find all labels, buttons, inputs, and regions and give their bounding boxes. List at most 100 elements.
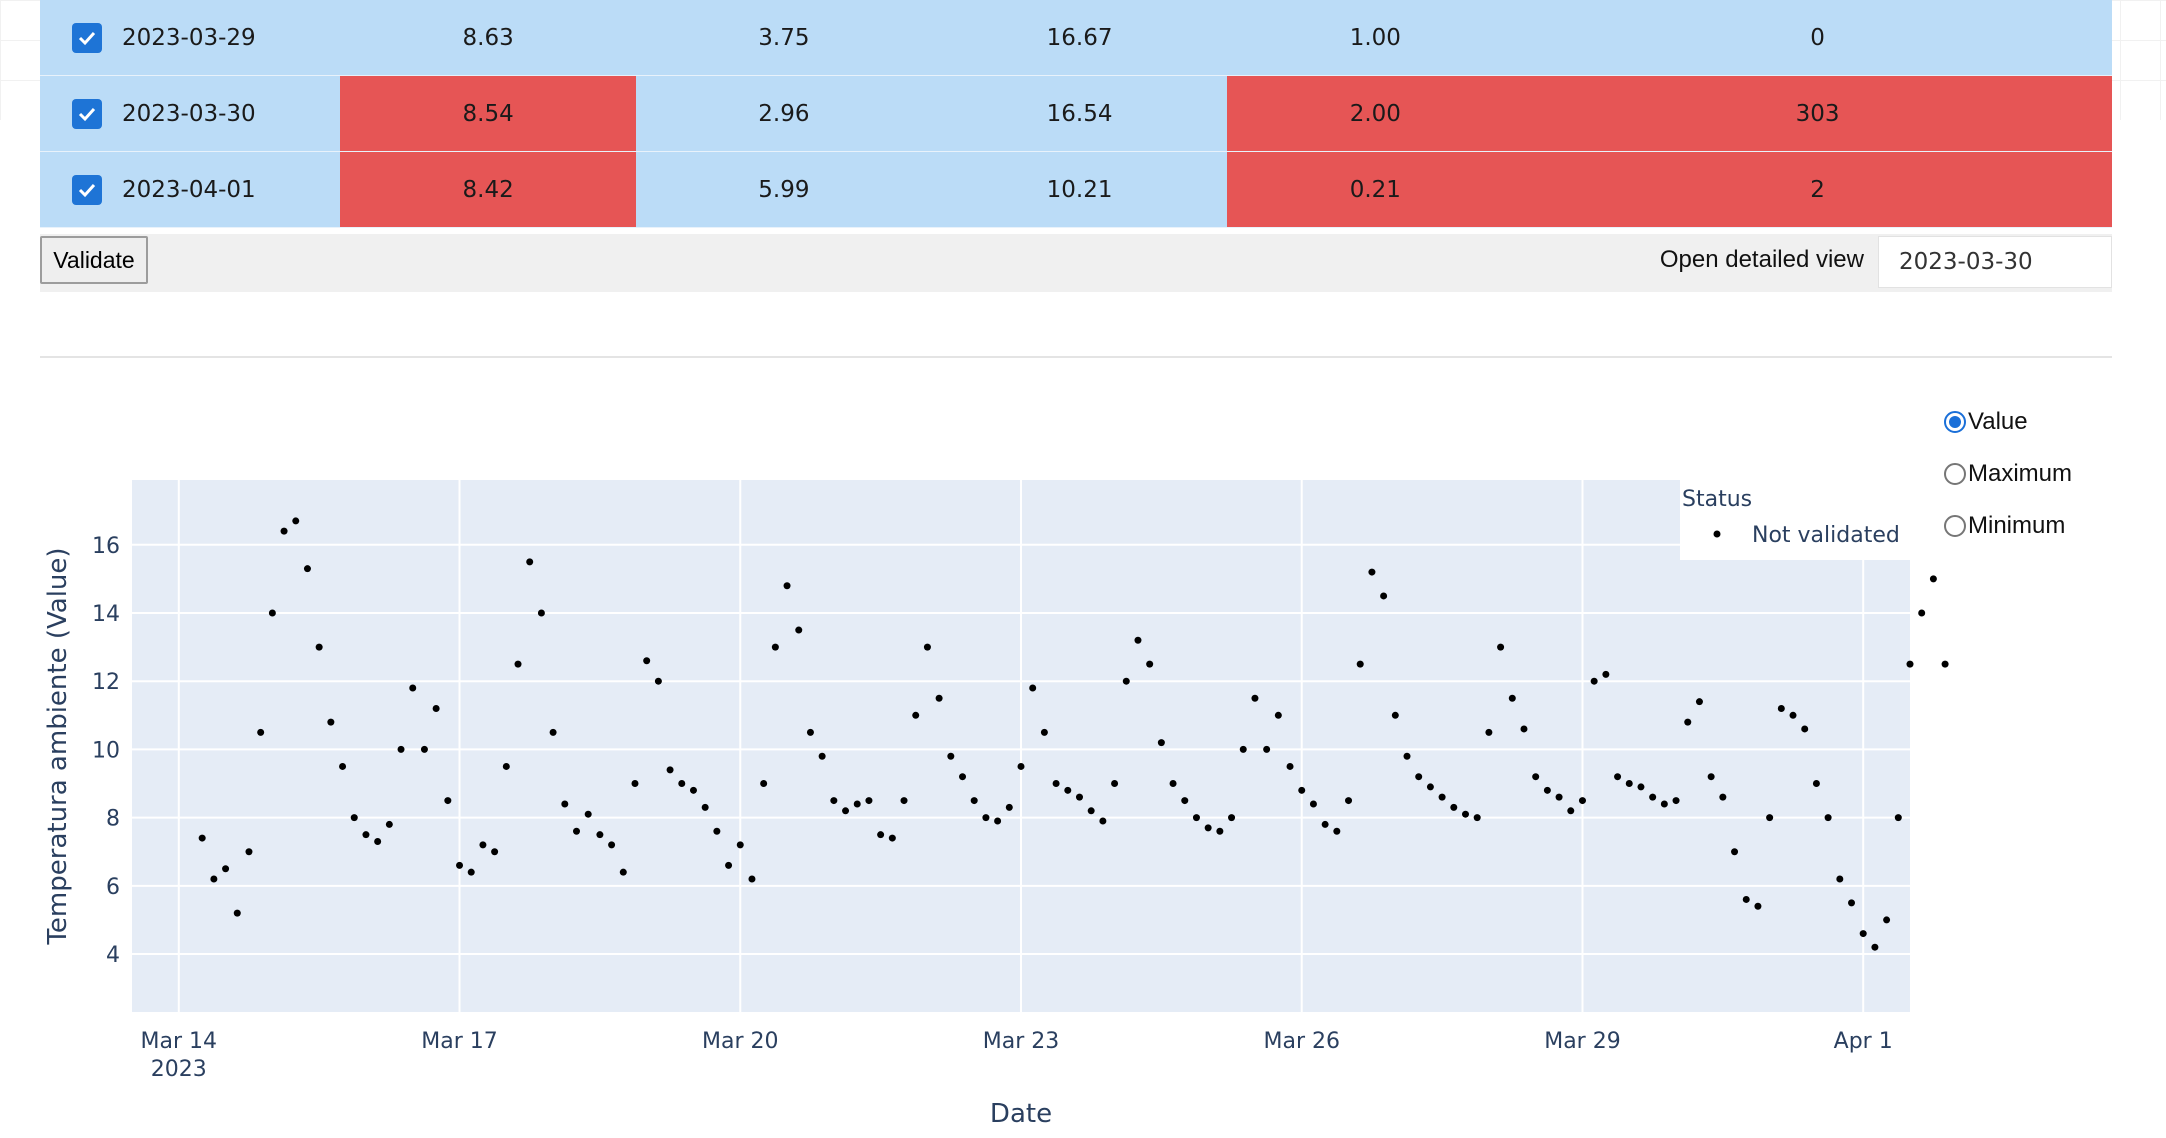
data-point <box>1356 660 1364 668</box>
data-point <box>1157 739 1165 747</box>
y-tick-label: 4 <box>106 943 120 968</box>
data-point <box>1204 824 1212 832</box>
data-point <box>1836 875 1844 883</box>
row-date: 2023-04-01 <box>122 176 256 203</box>
checkmark-icon <box>78 183 96 197</box>
data-point <box>222 865 230 873</box>
section-divider <box>40 356 2112 358</box>
data-point <box>409 684 417 692</box>
data-point <box>1111 780 1119 788</box>
table-row: 2023-03-30 8.54 2.96 16.54 2.00 303 <box>40 76 2113 152</box>
data-point <box>245 848 253 856</box>
radio-minimum[interactable]: Minimum <box>1944 500 2072 552</box>
data-point <box>1707 773 1715 781</box>
data-point <box>830 797 838 805</box>
data-point <box>900 797 908 805</box>
row-checkbox[interactable] <box>72 98 102 129</box>
data-point <box>654 677 662 685</box>
data-point <box>701 803 709 811</box>
row-checkbox[interactable] <box>72 174 102 205</box>
data-point <box>1380 592 1388 600</box>
data-point <box>1497 643 1505 651</box>
x-tick-label: Mar 14 <box>141 1029 218 1054</box>
date-cell: 2023-04-01 <box>40 152 340 227</box>
data-point <box>1274 711 1282 719</box>
data-point <box>1731 848 1739 856</box>
data-point <box>736 841 744 849</box>
radio-unselected-icon <box>1944 463 1966 485</box>
data-point <box>1883 916 1891 924</box>
data-point <box>923 643 931 651</box>
data-point <box>1029 684 1037 692</box>
stat-cell: 0.21 <box>1227 152 1524 227</box>
data-point <box>725 861 733 869</box>
data-point <box>1660 800 1668 808</box>
data-point <box>1391 711 1399 719</box>
data-point <box>771 643 779 651</box>
detail-date-input[interactable] <box>1878 236 2112 288</box>
data-point <box>420 745 428 753</box>
metric-radio-group: Value Maximum Minimum <box>1944 396 2072 552</box>
legend-marker-icon <box>1713 530 1721 538</box>
data-point <box>1906 660 1914 668</box>
data-point <box>1239 745 1247 753</box>
data-point <box>537 609 545 617</box>
data-point <box>1005 803 1013 811</box>
x-tick-label: Mar 17 <box>421 1029 498 1054</box>
minimum-cell: 3.75 <box>758 24 810 51</box>
checkmark-icon <box>78 31 96 45</box>
data-point <box>865 797 873 805</box>
data-point <box>362 831 370 839</box>
data-point <box>877 831 885 839</box>
data-point <box>1684 718 1692 726</box>
y-tick-label: 14 <box>92 602 120 627</box>
x-tick-year-label: 2023 <box>151 1057 207 1082</box>
data-point <box>1929 575 1937 583</box>
radio-value[interactable]: Value <box>1944 396 2072 448</box>
data-point <box>257 728 265 736</box>
row-checkbox[interactable] <box>72 22 102 53</box>
data-point <box>748 875 756 883</box>
radio-maximum[interactable]: Maximum <box>1944 448 2072 500</box>
data-point <box>1146 660 1154 668</box>
y-tick-label: 10 <box>92 738 120 763</box>
data-point <box>1321 820 1329 828</box>
radio-label: Maximum <box>1968 460 2073 487</box>
data-point <box>1286 762 1294 770</box>
table-row: 2023-03-29 8.63 3.75 16.67 1.00 0 <box>40 0 2112 76</box>
stat-cell: 1.00 <box>1349 24 1401 51</box>
data-point <box>1134 636 1142 644</box>
data-point <box>1099 817 1107 825</box>
data-point <box>760 780 768 788</box>
data-point <box>1602 670 1610 678</box>
count-cell: 0 <box>1810 24 1825 51</box>
data-point <box>444 797 452 805</box>
data-point <box>1520 725 1528 733</box>
data-point <box>549 728 557 736</box>
data-point <box>1789 711 1797 719</box>
data-point <box>1532 773 1540 781</box>
validate-button[interactable]: Validate <box>40 236 148 284</box>
x-tick-label: Mar 23 <box>983 1029 1060 1054</box>
data-point <box>1473 814 1481 822</box>
data-point <box>806 728 814 736</box>
radio-selected-icon <box>1944 411 1966 433</box>
y-tick-label: 6 <box>106 875 120 900</box>
data-point <box>1438 793 1446 801</box>
data-point <box>1777 704 1785 712</box>
data-point <box>280 527 288 535</box>
data-point <box>1672 797 1680 805</box>
value-cell: 8.42 <box>340 152 636 227</box>
date-cell: 2023-03-30 <box>40 76 340 151</box>
data-point <box>853 800 861 808</box>
table-toolbar: Validate Open detailed view <box>40 234 2112 292</box>
radio-unselected-icon <box>1944 515 1966 537</box>
legend-box <box>1680 478 1910 560</box>
data-point <box>888 834 896 842</box>
data-point <box>432 704 440 712</box>
data-point <box>1426 783 1434 791</box>
data-point <box>1590 677 1598 685</box>
data-point <box>1403 752 1411 760</box>
data-point <box>303 565 311 573</box>
data-point <box>1450 803 1458 811</box>
